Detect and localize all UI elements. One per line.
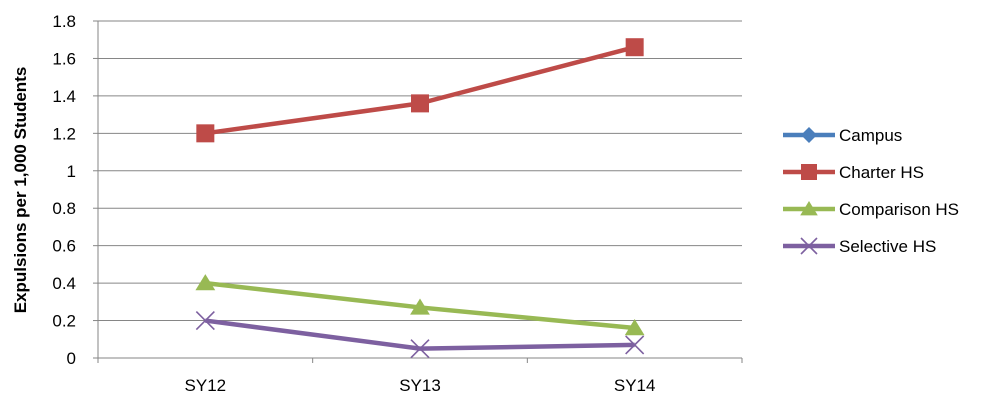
- y-tick-label: 1.4: [52, 87, 76, 106]
- legend-label: Selective HS: [839, 237, 936, 256]
- data-point-charter-hs: [625, 38, 644, 57]
- legend-marker-selective-hs: [800, 237, 818, 255]
- data-point-charter-hs: [411, 94, 429, 113]
- y-tick-label: 1.2: [52, 124, 76, 143]
- x-tick-label: SY12: [185, 376, 227, 395]
- legend-label: Campus: [839, 126, 902, 145]
- y-tick-label: 0.8: [52, 199, 76, 218]
- y-tick-label: 0.2: [52, 312, 76, 331]
- legend-item-charter-hs: Charter HS: [783, 163, 924, 182]
- legend-label: Charter HS: [839, 163, 924, 182]
- data-point-selective-hs: [410, 339, 430, 359]
- data-point-comparison-hs: [195, 274, 216, 291]
- data-point-charter-hs: [196, 124, 215, 143]
- y-tick-label: 1: [67, 162, 76, 181]
- series-lines: [195, 38, 645, 359]
- y-tick-label: 0: [67, 349, 76, 368]
- y-tick-label: 1.8: [52, 12, 76, 31]
- legend-label: Comparison HS: [839, 200, 959, 219]
- legend-marker-comparison-hs: [800, 201, 818, 216]
- y-tick-label: 0.4: [52, 274, 76, 293]
- series-line-selective-hs: [205, 318, 635, 351]
- x-tick-label: SY14: [614, 376, 656, 395]
- y-tick-label: 0.6: [52, 237, 76, 256]
- data-point-selective-hs: [195, 310, 215, 331]
- data-point-selective-hs: [625, 335, 645, 355]
- legend-marker-campus: [801, 127, 817, 143]
- y-axis-tick-labels: 0 0.2 0.4 0.6 0.8 1 1.2 1.4 1.6 1.8: [52, 12, 76, 368]
- series-line-charter-hs: [205, 45, 636, 136]
- data-point-comparison-hs: [624, 319, 645, 336]
- legend-item-selective-hs: Selective HS: [783, 237, 936, 256]
- legend-item-comparison-hs: Comparison HS: [783, 200, 959, 219]
- data-point-comparison-hs: [410, 298, 430, 315]
- x-tick-label: SY13: [399, 376, 441, 395]
- legend: Campus Charter HS Comparison HS Selective H…: [783, 126, 959, 256]
- legend-item-campus: Campus: [783, 126, 902, 145]
- legend-marker-charter-hs: [801, 164, 817, 180]
- x-axis-tick-labels: SY12 SY13 SY14: [185, 376, 656, 395]
- y-axis-title: Expulsions per 1,000 Students: [11, 67, 30, 314]
- y-tick-label: 1.6: [52, 49, 76, 68]
